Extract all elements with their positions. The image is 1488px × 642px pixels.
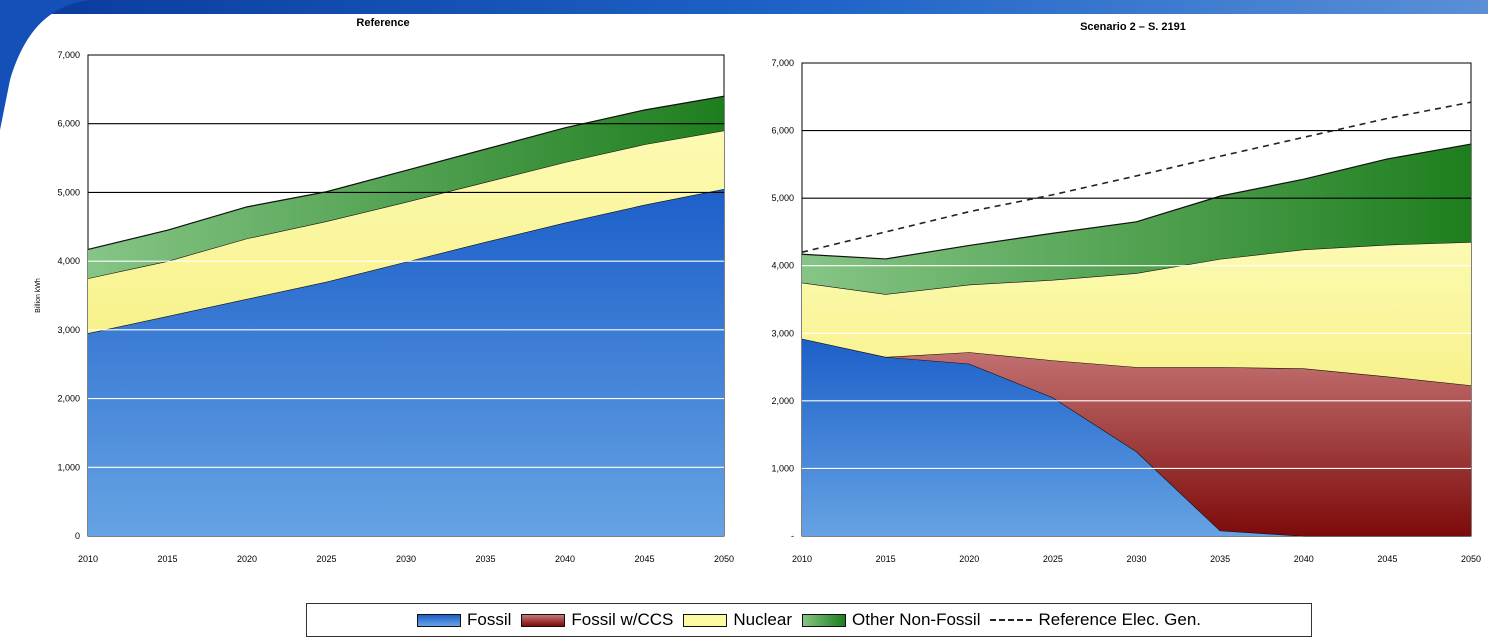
y-tick-label: - [791,531,794,541]
x-tick-label: 2035 [475,554,495,564]
area-other-non-fossil [802,144,1471,295]
header-band [0,0,1488,14]
header-curve [0,0,90,130]
legend-item-fossil: Fossil [416,610,512,630]
x-tick-label: 2045 [634,554,654,564]
y-tick-label: 6,000 [57,119,80,129]
y-tick-label: 7,000 [57,50,80,60]
area-fossil [88,188,724,536]
chart-legend: Fossil Fossil w/CCS Nuclear Other Non-Fo… [306,603,1312,637]
legend-item-fossil-ccs: Fossil w/CCS [521,610,673,630]
x-tick-label: 2010 [792,554,812,564]
x-tick-label: 2040 [1294,554,1314,564]
legend-swatch-reference-elec-gen [990,619,1033,621]
x-tick-label: 2050 [714,554,734,564]
chart-title: Scenario 2 – S. 2191 [1080,21,1186,33]
legend-item-nuclear: Nuclear [683,610,792,630]
area-nuclear [88,130,724,334]
area-nuclear [802,242,1471,386]
legend-item-other-non-fossil: Other Non-Fossil [802,610,980,630]
y-tick-label: 0 [75,531,80,541]
y-tick-label: 1,000 [771,463,794,473]
x-tick-label: 2010 [78,554,98,564]
x-tick-label: 2035 [1210,554,1230,564]
legend-swatch-fossil [416,613,461,627]
legend-label-nuclear: Nuclear [733,610,792,629]
area-edge-other-non-fossil [87,95,725,251]
legend-label-reference-elec-gen: Reference Elec. Gen. [1038,610,1202,629]
y-axis-label: Billion kWh [35,278,42,313]
legend-label-fossil-ccs: Fossil w/CCS [571,610,674,629]
area-edge-other-non-fossil [801,143,1472,260]
scenario-2-panel: - 1,000 2,000 3,000 4,000 5,000 6,000 7,000 2010… [771,21,1481,564]
x-tick-label: 2015 [157,554,177,564]
x-tick-label: 2050 [1461,554,1481,564]
area-fossil-w-ccs [802,338,1471,536]
area-other-non-fossil [88,96,724,279]
y-tick-label: 7,000 [771,58,794,68]
x-tick-label: 2045 [1377,554,1397,564]
legend-label-fossil: Fossil [466,610,512,629]
chart-title: Reference [356,17,409,29]
legend-swatch-fossil-ccs [521,613,566,627]
y-tick-label: 3,000 [771,328,794,338]
x-tick-label: 2025 [1043,554,1063,564]
x-tick-label: 2030 [1126,554,1146,564]
reference-panel: 0 1,000 2,000 3,000 4,000 5,000 6,000 7,000 2010… [35,17,734,564]
y-tick-label: 5,000 [57,187,80,197]
y-tick-label: 4,000 [57,256,80,266]
area-fossil [802,338,1471,536]
y-tick-label: 4,000 [771,261,794,271]
x-tick-label: 2020 [959,554,979,564]
legend-label-other-non-fossil: Other Non-Fossil [852,610,981,629]
x-tick-label: 2030 [396,554,416,564]
x-tick-label: 2015 [876,554,896,564]
y-tick-label: 2,000 [57,394,80,404]
legend-item-reference-elec-gen: Reference Elec. Gen. [990,610,1201,630]
y-tick-label: 5,000 [771,193,794,203]
y-tick-label: 1,000 [57,462,80,472]
y-tick-label: 3,000 [57,325,80,335]
legend-swatch-nuclear [683,613,728,627]
chart-canvas: 0 1,000 2,000 3,000 4,000 5,000 6,000 7,000 2010… [35,17,1481,564]
legend-swatch-other-non-fossil [802,613,846,627]
y-tick-label: 2,000 [771,396,794,406]
x-tick-label: 2040 [555,554,575,564]
x-tick-label: 2025 [316,554,336,564]
line-reference-elec-gen [801,101,1472,253]
x-tick-label: 2020 [237,554,257,564]
y-tick-label: 6,000 [771,126,794,136]
